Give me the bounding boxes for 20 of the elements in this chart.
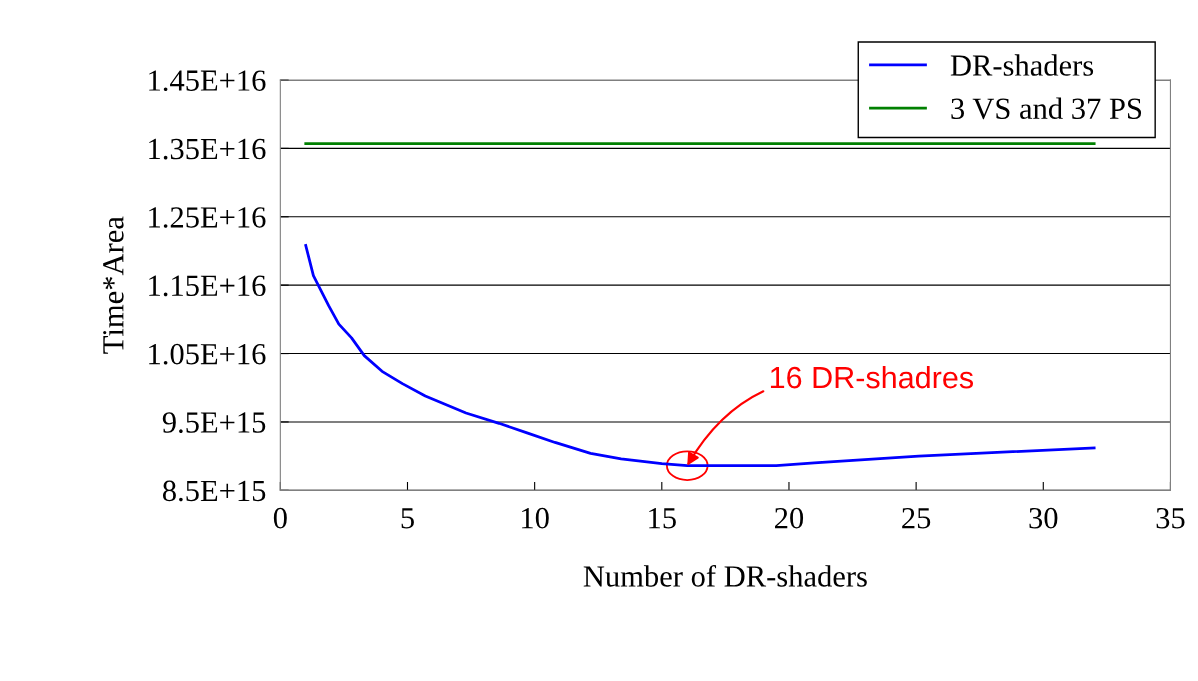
x-tick-label: 15 [649, 508, 676, 529]
x-tick-label: 25 [902, 507, 931, 529]
x-tick-label: 35 [1156, 507, 1185, 529]
x-tick-label: 10 [522, 507, 549, 529]
y-tick-label: 8.5E+15 [162, 480, 266, 502]
y-tick-label: 1.15E+16 [149, 275, 266, 297]
y-tick-label: 1.05E+16 [149, 343, 266, 365]
x-tick-label: 30 [1029, 507, 1058, 529]
legend-label: 3 VS and 37 PS [951, 97, 1142, 120]
x-tick-label: 0 [273, 507, 287, 529]
y-tick-label: 9.5E+15 [162, 412, 266, 433]
y-tick-label: 1.35E+16 [149, 138, 266, 160]
legend-label: DR-shaders [950, 54, 1094, 76]
x-axis-title: Number of DR-shaders [583, 564, 867, 587]
x-tick-label: 5 [401, 508, 414, 529]
y-axis-title: Time*Area [103, 216, 124, 354]
y-tick-label: 1.45E+16 [149, 70, 266, 92]
y-tick-label: 1.25E+16 [149, 207, 266, 228]
annotation: 16 DR-shadres [770, 365, 974, 389]
x-tick-label: 20 [775, 507, 804, 529]
